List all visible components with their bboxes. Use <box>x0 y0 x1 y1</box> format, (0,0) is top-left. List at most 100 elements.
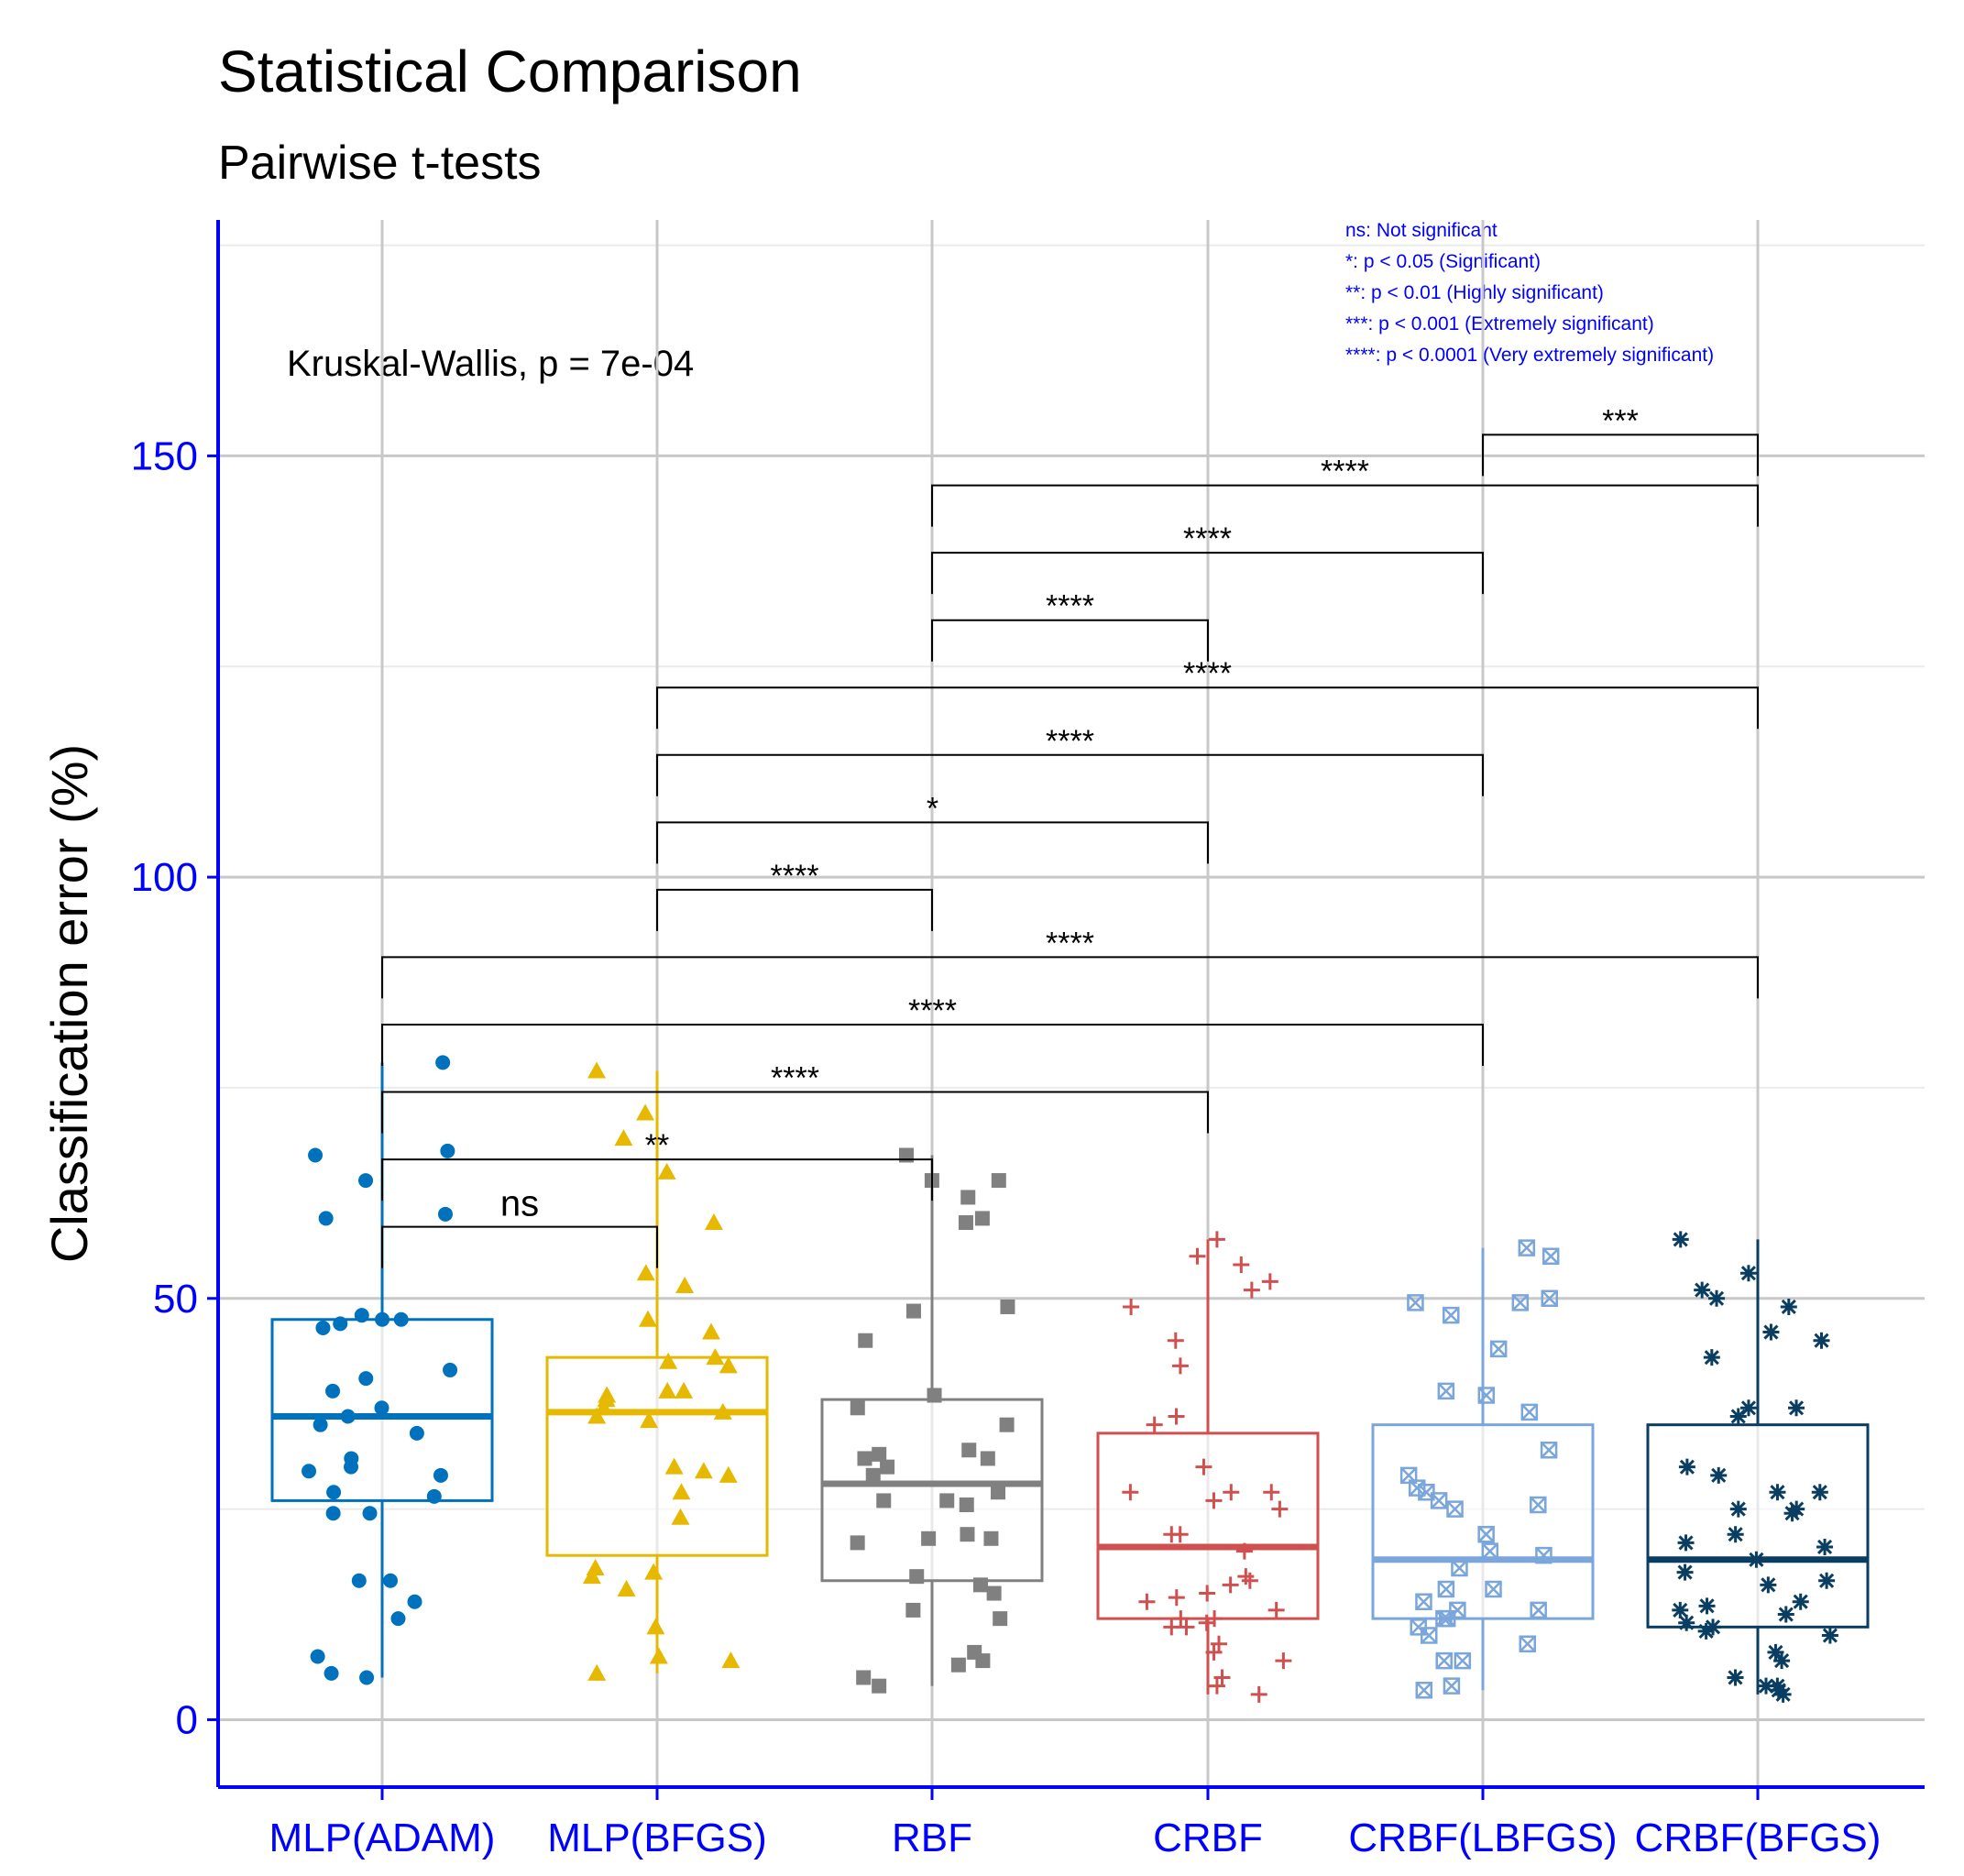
data-point <box>972 1577 988 1593</box>
significance-label: **** <box>1321 455 1369 489</box>
data-point <box>675 1276 695 1293</box>
data-point <box>1710 1466 1728 1484</box>
x-tick-label: MLP(BFGS) <box>547 1816 767 1860</box>
chart-subtitle: Pairwise t-tests <box>218 137 542 190</box>
data-point <box>1519 1635 1537 1652</box>
data-point <box>1172 1610 1190 1628</box>
data-point <box>694 1462 713 1479</box>
data-point <box>440 1143 455 1158</box>
significance-label: * <box>927 791 938 826</box>
data-point <box>721 1651 741 1669</box>
data-point <box>1697 1622 1715 1640</box>
data-point <box>1438 1609 1456 1628</box>
data-point <box>1435 1651 1453 1670</box>
data-point <box>649 1647 668 1664</box>
data-point <box>958 1215 973 1231</box>
data-point <box>1727 1669 1744 1686</box>
bracket-line <box>381 1091 1209 1134</box>
data-point <box>1437 1382 1455 1400</box>
x-tick-label: RBF <box>892 1816 972 1860</box>
data-point <box>1530 1601 1547 1619</box>
significance-label: **** <box>1046 589 1094 624</box>
data-point <box>974 1211 990 1226</box>
data-point <box>358 1371 374 1387</box>
data-point <box>1271 1500 1289 1518</box>
data-point <box>1489 1340 1508 1358</box>
data-point <box>325 1383 341 1399</box>
legend-line: ***: p < 0.001 (Extremely significant) <box>1345 313 1654 335</box>
data-point <box>437 1206 453 1222</box>
data-point <box>1261 1273 1278 1290</box>
data-point <box>986 1585 1002 1601</box>
legend-line: ****: p < 0.0001 (Very extremely signifi… <box>1345 345 1714 366</box>
data-point <box>1122 1484 1139 1501</box>
data-point <box>993 1611 1008 1627</box>
data-point <box>905 1303 921 1319</box>
data-point <box>308 1147 324 1163</box>
data-point <box>872 1678 887 1694</box>
data-point <box>719 1356 738 1374</box>
data-point <box>1485 1580 1502 1598</box>
legend-line: **: p < 0.01 (Highly significant) <box>1345 282 1604 303</box>
data-point <box>1163 1618 1180 1636</box>
data-point <box>1195 1458 1212 1476</box>
significance-label: **** <box>771 1061 819 1096</box>
data-point <box>865 1467 881 1483</box>
data-point <box>672 1483 691 1500</box>
data-point <box>706 1348 725 1366</box>
y-tick-label: 150 <box>131 433 198 478</box>
data-point <box>1205 1643 1223 1661</box>
data-point <box>1788 1399 1805 1417</box>
data-point <box>640 1411 659 1429</box>
data-point <box>1708 1289 1726 1307</box>
data-point <box>390 1611 406 1627</box>
data-point <box>704 1213 723 1231</box>
kruskal-wallis-annotation: Kruskal-Wallis, p = 7e-04 <box>287 344 694 384</box>
data-point <box>383 1573 399 1588</box>
significance-label: *** <box>1602 403 1639 438</box>
data-point <box>1792 1593 1809 1610</box>
group-crbf-bfgs- <box>1646 1231 1870 1703</box>
data-point <box>1777 1606 1794 1623</box>
data-point <box>362 1506 378 1521</box>
significance-label: ** <box>645 1128 669 1163</box>
data-point <box>939 1493 955 1508</box>
comparison-bracket: * <box>656 791 1209 864</box>
data-point <box>1123 1298 1140 1315</box>
data-point <box>898 1147 914 1163</box>
data-point <box>1171 1526 1189 1543</box>
data-point <box>857 1451 872 1466</box>
data-point <box>1415 1593 1432 1610</box>
data-point <box>614 1129 633 1146</box>
data-point <box>318 1211 334 1226</box>
data-point <box>1729 1500 1747 1518</box>
x-tick-label: CRBF(LBFGS) <box>1348 1816 1617 1860</box>
data-point <box>582 1567 601 1585</box>
significance-label: **** <box>1183 656 1232 691</box>
data-point <box>975 1653 991 1669</box>
data-point <box>701 1322 720 1340</box>
data-point <box>1454 1651 1472 1670</box>
data-point <box>587 1061 607 1079</box>
data-point <box>1410 1618 1427 1636</box>
data-point <box>1773 1652 1791 1670</box>
data-point <box>1213 1669 1231 1686</box>
data-point <box>354 1308 369 1323</box>
data-point <box>1703 1349 1720 1366</box>
data-point <box>315 1320 331 1335</box>
bracket-line <box>381 1158 933 1201</box>
data-point <box>909 1569 925 1585</box>
data-point <box>1540 1442 1558 1459</box>
data-point <box>876 1493 892 1508</box>
data-point <box>1672 1601 1689 1618</box>
data-point <box>310 1649 325 1664</box>
data-point <box>1677 1534 1695 1552</box>
data-point <box>326 1485 342 1500</box>
data-point <box>872 1446 887 1462</box>
data-point <box>1762 1323 1780 1341</box>
data-point <box>960 1527 975 1542</box>
data-point <box>344 1459 359 1475</box>
data-point <box>1818 1572 1836 1589</box>
data-point <box>1694 1281 1711 1299</box>
